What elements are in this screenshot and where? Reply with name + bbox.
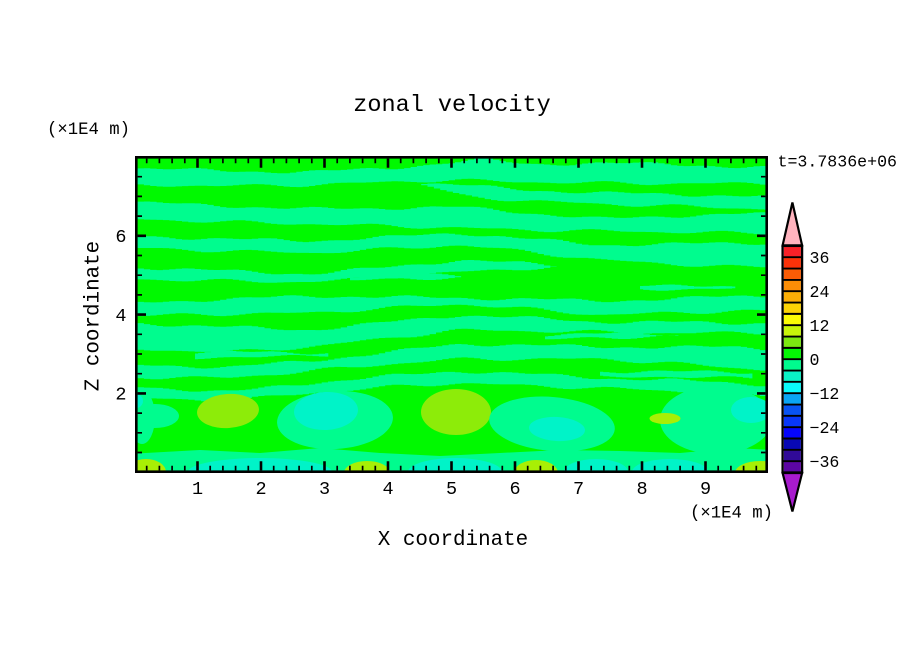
svg-text:3: 3 xyxy=(319,479,330,500)
svg-text:0: 0 xyxy=(810,351,820,370)
svg-text:4: 4 xyxy=(115,306,126,327)
svg-text:(×1E4 m): (×1E4 m) xyxy=(47,121,130,140)
svg-text:7: 7 xyxy=(573,479,584,500)
svg-text:6: 6 xyxy=(115,227,126,248)
svg-text:36: 36 xyxy=(810,249,830,268)
svg-text:−36: −36 xyxy=(810,453,840,472)
svg-text:t=3.7836e+06: t=3.7836e+06 xyxy=(778,153,898,172)
svg-text:2: 2 xyxy=(255,479,266,500)
svg-text:2: 2 xyxy=(115,385,126,406)
svg-text:−12: −12 xyxy=(810,385,840,404)
svg-text:6: 6 xyxy=(509,479,520,500)
svg-text:−24: −24 xyxy=(810,419,840,438)
svg-text:1: 1 xyxy=(192,479,203,500)
svg-text:12: 12 xyxy=(810,317,830,336)
svg-text:9: 9 xyxy=(700,479,711,500)
svg-text:4: 4 xyxy=(382,479,393,500)
svg-text:(×1E4 m): (×1E4 m) xyxy=(690,505,773,524)
svg-text:Z coordinate: Z coordinate xyxy=(83,241,106,391)
svg-text:5: 5 xyxy=(446,479,457,500)
svg-text:zonal velocity: zonal velocity xyxy=(353,92,550,119)
svg-text:X coordinate: X coordinate xyxy=(378,529,528,552)
svg-text:24: 24 xyxy=(810,283,830,302)
svg-text:8: 8 xyxy=(636,479,647,500)
